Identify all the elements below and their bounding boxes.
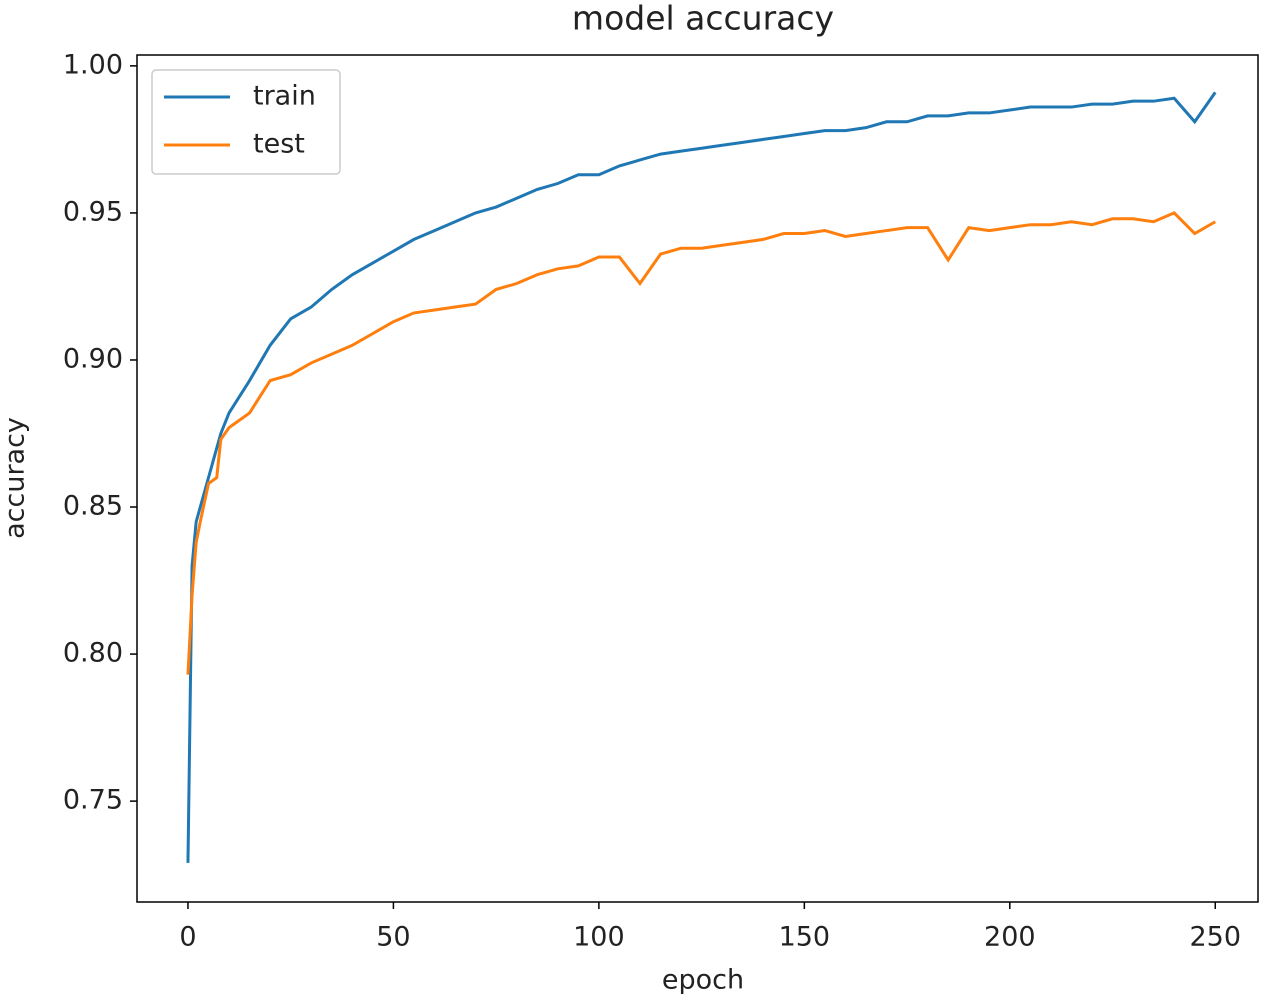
- x-tick-label: 250: [1189, 922, 1241, 953]
- y-tick-label: 0.85: [63, 491, 123, 522]
- x-tick-label: 100: [573, 922, 625, 953]
- legend-label: test: [253, 129, 305, 160]
- y-tick-label: 0.75: [63, 785, 123, 816]
- x-tick-label: 0: [179, 922, 196, 953]
- line-series: [186, 211, 1217, 675]
- y-axis-label: accuracy: [0, 417, 31, 539]
- line-series: [186, 91, 1217, 863]
- legend-label: train: [253, 81, 316, 112]
- plot-frame: [136, 54, 1259, 903]
- x-axis-label: epoch: [662, 965, 744, 996]
- x-tick-label: 50: [376, 922, 410, 953]
- y-tick-label: 0.80: [63, 638, 123, 669]
- chart-title: model accuracy: [572, 0, 834, 38]
- y-tick-label: 1.00: [63, 49, 123, 80]
- y-tick-label: 0.95: [63, 196, 123, 227]
- x-tick-label: 200: [984, 922, 1036, 953]
- y-tick-label: 0.90: [63, 343, 123, 374]
- x-tick-label: 150: [779, 922, 831, 953]
